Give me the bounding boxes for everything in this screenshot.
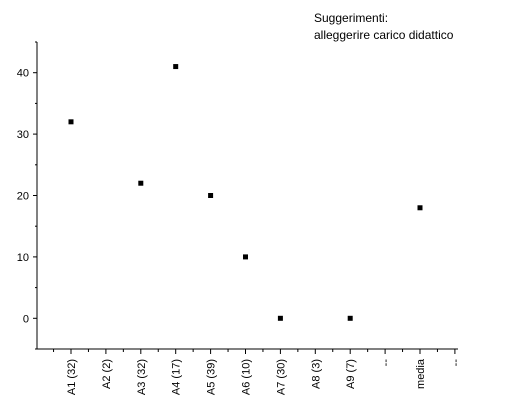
x-tick-label: A1 (32): [66, 359, 78, 395]
data-point: [138, 180, 144, 186]
annotation-line-2: alleggerire carico didattico: [314, 28, 454, 42]
data-point: [208, 193, 214, 198]
annotation-line-1: Suggerimenti:: [314, 11, 389, 25]
x-tick-label: --: [450, 359, 462, 367]
x-tick-label: A5 (39): [206, 359, 218, 395]
data-point: [68, 119, 74, 125]
x-tick-label: A2 (2): [101, 359, 113, 389]
x-tick-label: --: [380, 359, 392, 367]
x-tick-label: A8 (3): [310, 359, 322, 389]
x-tick-label: A4 (17): [171, 359, 183, 395]
data-point: [277, 315, 283, 321]
x-tick-label: A7 (30): [275, 359, 287, 395]
y-tick-label: 0: [23, 313, 29, 325]
data-point: [347, 315, 353, 321]
y-tick-label: 40: [17, 68, 29, 80]
data-point: [417, 205, 423, 211]
x-tick-label: media: [415, 358, 427, 389]
annotation-text: Suggerimenti: alleggerire carico didatti…: [314, 10, 453, 44]
data-point: [173, 64, 179, 70]
x-tick-label: A9 (7): [345, 359, 357, 389]
y-tick-label: 30: [17, 129, 29, 141]
y-tick-label: 20: [17, 191, 29, 203]
x-tick-label: A3 (32): [136, 359, 148, 395]
data-point: [243, 254, 248, 260]
x-tick-label: A6 (10): [241, 359, 253, 395]
y-tick-label: 10: [17, 252, 29, 264]
